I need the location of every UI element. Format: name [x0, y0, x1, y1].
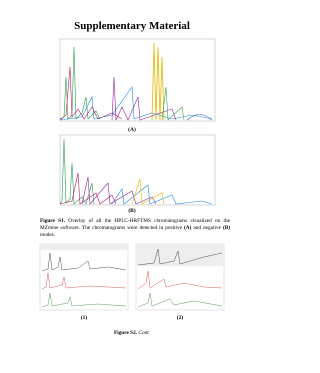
figure-label: (B): [128, 208, 136, 214]
caption-text: (A): [184, 225, 192, 231]
panel-1: [39, 243, 129, 311]
figure-label: (A): [128, 127, 136, 133]
caption-text: modes.: [40, 232, 56, 238]
panel-2: [135, 243, 225, 311]
page: Supplementary Material (A) (B) Figure S1…: [0, 20, 264, 336]
figure-caption: Figure S2. Cont.: [0, 330, 264, 336]
caption-label: Figure S2.: [113, 330, 138, 336]
caption-label: Figure S1.: [40, 218, 66, 224]
caption-text: and negative: [191, 225, 223, 231]
caption-text: Overlay of all the HPLC-HRFTMS chromatog…: [40, 218, 231, 231]
panel-label: (1): [80, 315, 88, 321]
figure-caption: Figure S1. Overlay of all the HPLC-HRFTM…: [40, 218, 230, 239]
figure-a: [59, 38, 216, 122]
page-title: Supplementary Material: [74, 20, 190, 32]
caption-text: Cont.: [138, 330, 151, 336]
panel-label: (2): [176, 315, 184, 321]
caption-text: (B): [222, 225, 231, 231]
figure-b: [59, 134, 216, 206]
